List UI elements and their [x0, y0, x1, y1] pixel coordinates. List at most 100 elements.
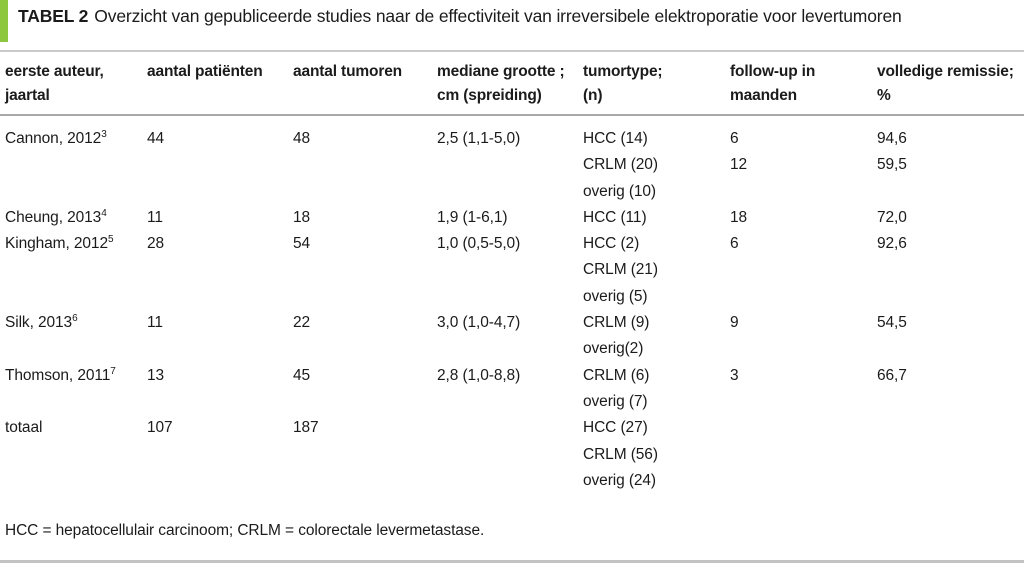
cell-tumortype-value: HCC (14): [583, 130, 648, 147]
cell-remission-value: 72,0: [877, 208, 907, 226]
cell-patients: 28: [147, 231, 293, 257]
cell-tumortype-value: CRLM (6): [583, 366, 650, 384]
cell-patients: 11: [147, 205, 293, 231]
cell-author: Silk, 20136: [5, 310, 147, 336]
table-row: Cheung, 20134 11 18 1,9 (1-6,1) HCC (11) 18 72…: [0, 205, 1024, 231]
cell-author: Cannon, 20123: [5, 126, 147, 152]
cell-tumortype-value: overig(2): [583, 340, 644, 358]
cell-remission: 72,0: [877, 205, 1024, 231]
cell-author: Cheung, 20134: [5, 205, 147, 231]
cell-tumors-value: 54: [293, 235, 311, 253]
reference-superscript: 6: [72, 312, 78, 324]
cell-size: 2,8 (1,0-8,8): [437, 363, 583, 389]
author-label: totaal: [5, 415, 147, 441]
cell-tumors: 54: [293, 231, 437, 257]
cell-remission-value: 66,7: [877, 366, 907, 384]
author-text: Kingham, 2012: [5, 235, 108, 253]
footnote: HCC = hepatocellulair carcinoom; CRLM = …: [5, 522, 485, 540]
table-title-text: Overzicht van gepubliceerde studies naar…: [94, 6, 902, 26]
author-text: Thomson, 2011: [5, 366, 111, 384]
cell-size-value: [437, 415, 583, 441]
cell-tumortype: CRLM (9) overig(2): [583, 310, 730, 363]
cell-size-value: 2,8 (1,0-8,8): [437, 366, 521, 384]
author-text: Cannon, 2012: [5, 130, 102, 147]
col-header-size-line1: mediane grootte ;: [437, 63, 565, 80]
cell-patients-value: 28: [147, 235, 165, 253]
cell-tumortype-value: overig (10): [583, 182, 656, 200]
cell-tumortype-value: CRLM (9): [583, 314, 650, 332]
cell-remission: 94,6 59,5: [877, 126, 1024, 179]
cell-tumortype-value: overig (5): [583, 287, 648, 305]
cell-tumortype: HCC (2) CRLM (21) overig (5): [583, 231, 730, 310]
cell-patients: 13: [147, 363, 293, 389]
author-label: Kingham, 20125: [5, 231, 147, 257]
col-header-tumortype-line2: (n): [583, 87, 603, 104]
col-header-remission: volledige remissie; %: [877, 60, 1024, 108]
cell-size: 1,9 (1-6,1): [437, 205, 583, 231]
cell-tumors: 22: [293, 310, 437, 336]
cell-author: Kingham, 20125: [5, 231, 147, 257]
accent-bar: [0, 0, 8, 42]
cell-patients: 107: [147, 415, 293, 441]
cell-tumortype: HCC (14) CRLM (20) overig (10): [583, 126, 730, 205]
cell-followup-value: 18: [730, 208, 748, 226]
cell-patients-value: 13: [147, 366, 165, 384]
cell-tumortype-value: CRLM (20): [583, 156, 658, 174]
cell-size: [437, 415, 583, 441]
cell-remission: 54,5: [877, 310, 1024, 336]
reference-superscript: 4: [101, 207, 107, 219]
table-row: Thomson, 20117 13 45 2,8 (1,0-8,8) CRLM (6) o…: [0, 363, 1024, 416]
col-header-remission-line2: %: [877, 87, 891, 104]
col-header-tumors-line1: aantal tumoren: [293, 63, 403, 80]
col-header-followup: follow-up in maanden: [730, 60, 877, 108]
table-body: Cannon, 20123 44 48 2,5 (1,1-5,0) HCC (14) CR…: [0, 126, 1024, 494]
col-header-size: mediane grootte ; cm (spreiding): [437, 60, 583, 108]
reference-superscript: 3: [101, 128, 107, 140]
header-rule: [0, 114, 1024, 116]
col-header-patients: aantal patiënten: [147, 60, 293, 108]
cell-remission-value: 59,5: [877, 156, 907, 174]
title-rule: [0, 50, 1024, 52]
cell-tumors: 187: [293, 415, 437, 441]
cell-patients-value: 11: [147, 314, 163, 332]
col-header-followup-line1: follow-up in: [730, 63, 816, 80]
author-text: Silk, 2013: [5, 314, 73, 332]
cell-size-value: 1,9 (1-6,1): [437, 208, 508, 226]
author-text: totaal: [5, 419, 43, 437]
cell-size-value: 1,0 (0,5-5,0): [437, 235, 521, 253]
cell-tumortype-value: CRLM (56): [583, 445, 658, 463]
cell-tumortype: CRLM (6) overig (7): [583, 363, 730, 416]
cell-tumortype: HCC (27) CRLM (56) overig (24): [583, 415, 730, 494]
cell-followup: 18: [730, 205, 877, 231]
table-title-label: TABEL 2: [18, 6, 89, 26]
author-text: Cheung, 2013: [5, 208, 102, 226]
cell-tumors-value: 22: [293, 314, 311, 332]
cell-tumortype-value: HCC (2): [583, 235, 640, 253]
cell-tumors: 48: [293, 126, 437, 152]
col-header-tumors: aantal tumoren: [293, 60, 437, 108]
cell-remission: 66,7: [877, 363, 1024, 389]
cell-size: 3,0 (1,0-4,7): [437, 310, 583, 336]
cell-followup-value: 12: [730, 156, 748, 174]
table-row: Cannon, 20123 44 48 2,5 (1,1-5,0) HCC (14) CR…: [0, 126, 1024, 205]
table-row: totaal 107 187 HCC (27) CRLM (56) overig (24): [0, 415, 1024, 494]
table-row: Silk, 20136 11 22 3,0 (1,0-4,7) CRLM (9) over…: [0, 310, 1024, 363]
cell-size: 1,0 (0,5-5,0): [437, 231, 583, 257]
cell-tumortype: HCC (11): [583, 205, 730, 231]
cell-tumors-value: 45: [293, 366, 311, 384]
cell-patients: 44: [147, 126, 293, 152]
author-label: Thomson, 20117: [5, 363, 147, 389]
col-header-author: eerste auteur, jaartal: [5, 60, 147, 108]
cell-remission: 92,6: [877, 231, 1024, 257]
bottom-rule: [0, 560, 1024, 564]
cell-remission-value: 54,5: [877, 314, 907, 332]
cell-patients-value: 107: [147, 419, 173, 437]
cell-followup: 6 12: [730, 126, 877, 179]
cell-tumortype-value: overig (7): [583, 392, 648, 410]
cell-tumortype-value: HCC (27): [583, 419, 648, 437]
cell-followup-value: 6: [730, 235, 739, 253]
col-header-tumortype: tumortype; (n): [583, 60, 730, 108]
cell-tumortype-value: HCC (11): [583, 208, 647, 226]
cell-followup: 3: [730, 363, 877, 389]
cell-followup: 9: [730, 310, 877, 336]
